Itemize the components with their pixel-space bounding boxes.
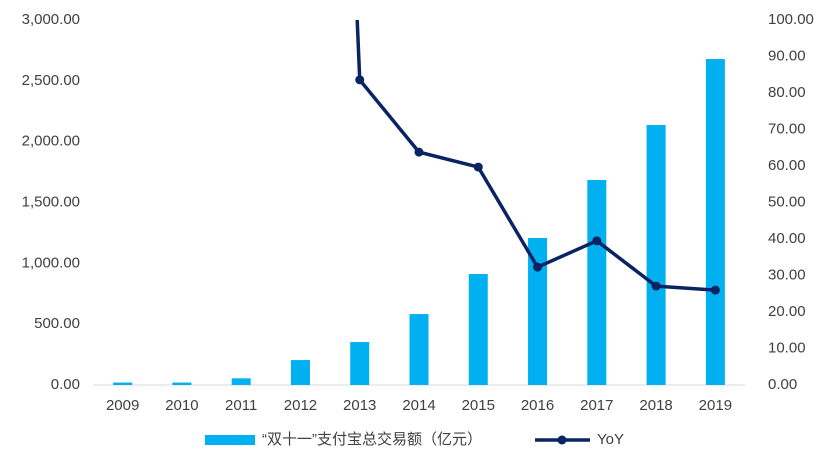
x-tick-label: 2009 xyxy=(106,397,139,414)
line-marker xyxy=(592,236,602,246)
bar xyxy=(705,59,725,386)
y2-tick-label: 90.00 xyxy=(768,47,806,64)
y-tick-label: 2,500.00 xyxy=(22,72,80,89)
line-marker xyxy=(473,162,483,172)
line-marker xyxy=(651,281,661,291)
y2-tick-label: 10.00 xyxy=(768,339,806,356)
line xyxy=(355,20,716,292)
bar xyxy=(231,378,251,385)
y-tick-label: 500.00 xyxy=(34,315,80,332)
x-tick-label: 2015 xyxy=(462,397,495,414)
legend-swatch xyxy=(205,435,255,445)
x-tick-label: 2019 xyxy=(699,397,732,414)
legend-marker xyxy=(557,435,567,445)
x-tick-label: 2010 xyxy=(165,397,198,414)
bar xyxy=(468,274,488,385)
y-tick-label: 1,500.00 xyxy=(22,193,80,210)
bar xyxy=(646,124,666,385)
y-tick-label: 3,000.00 xyxy=(22,11,80,28)
y2-tick-label: 30.00 xyxy=(768,266,806,283)
y-tick-label: 1,000.00 xyxy=(22,254,80,271)
y-tick-label: 2,000.00 xyxy=(22,133,80,150)
y2-tick-label: 50.00 xyxy=(768,193,806,210)
y2-tick-label: 70.00 xyxy=(768,120,806,137)
bar xyxy=(350,342,370,385)
x-tick-label: 2013 xyxy=(343,397,376,414)
x-tick-label: 2018 xyxy=(639,397,672,414)
y2-tick-label: 0.00 xyxy=(768,376,797,393)
y2-tick-label: 20.00 xyxy=(768,303,806,320)
y2-tick-label: 100.00 xyxy=(768,11,814,28)
line-marker xyxy=(414,147,424,157)
x-tick-label: 2017 xyxy=(580,397,613,414)
bar xyxy=(587,179,607,385)
y2-tick-label: 40.00 xyxy=(768,230,806,247)
x-tick-label: 2016 xyxy=(521,397,554,414)
bar xyxy=(113,382,133,385)
y2-tick-label: 60.00 xyxy=(768,157,806,174)
bar xyxy=(290,360,310,385)
y2-tick-label: 80.00 xyxy=(768,84,806,101)
x-tick-label: 2012 xyxy=(284,397,317,414)
line-marker xyxy=(533,262,543,272)
line-group xyxy=(355,20,720,295)
legend-label: “双十一”支付宝总交易额（亿元） xyxy=(262,430,482,448)
y-tick-label: 0.00 xyxy=(51,376,80,393)
x-tick-label: 2011 xyxy=(225,397,257,414)
x-tick-label: 2014 xyxy=(402,397,435,414)
line-marker xyxy=(355,75,365,85)
line-marker xyxy=(710,285,720,295)
legend-label: YoY xyxy=(597,431,624,448)
bar xyxy=(409,314,429,385)
bar xyxy=(172,382,192,385)
bar xyxy=(528,238,548,385)
